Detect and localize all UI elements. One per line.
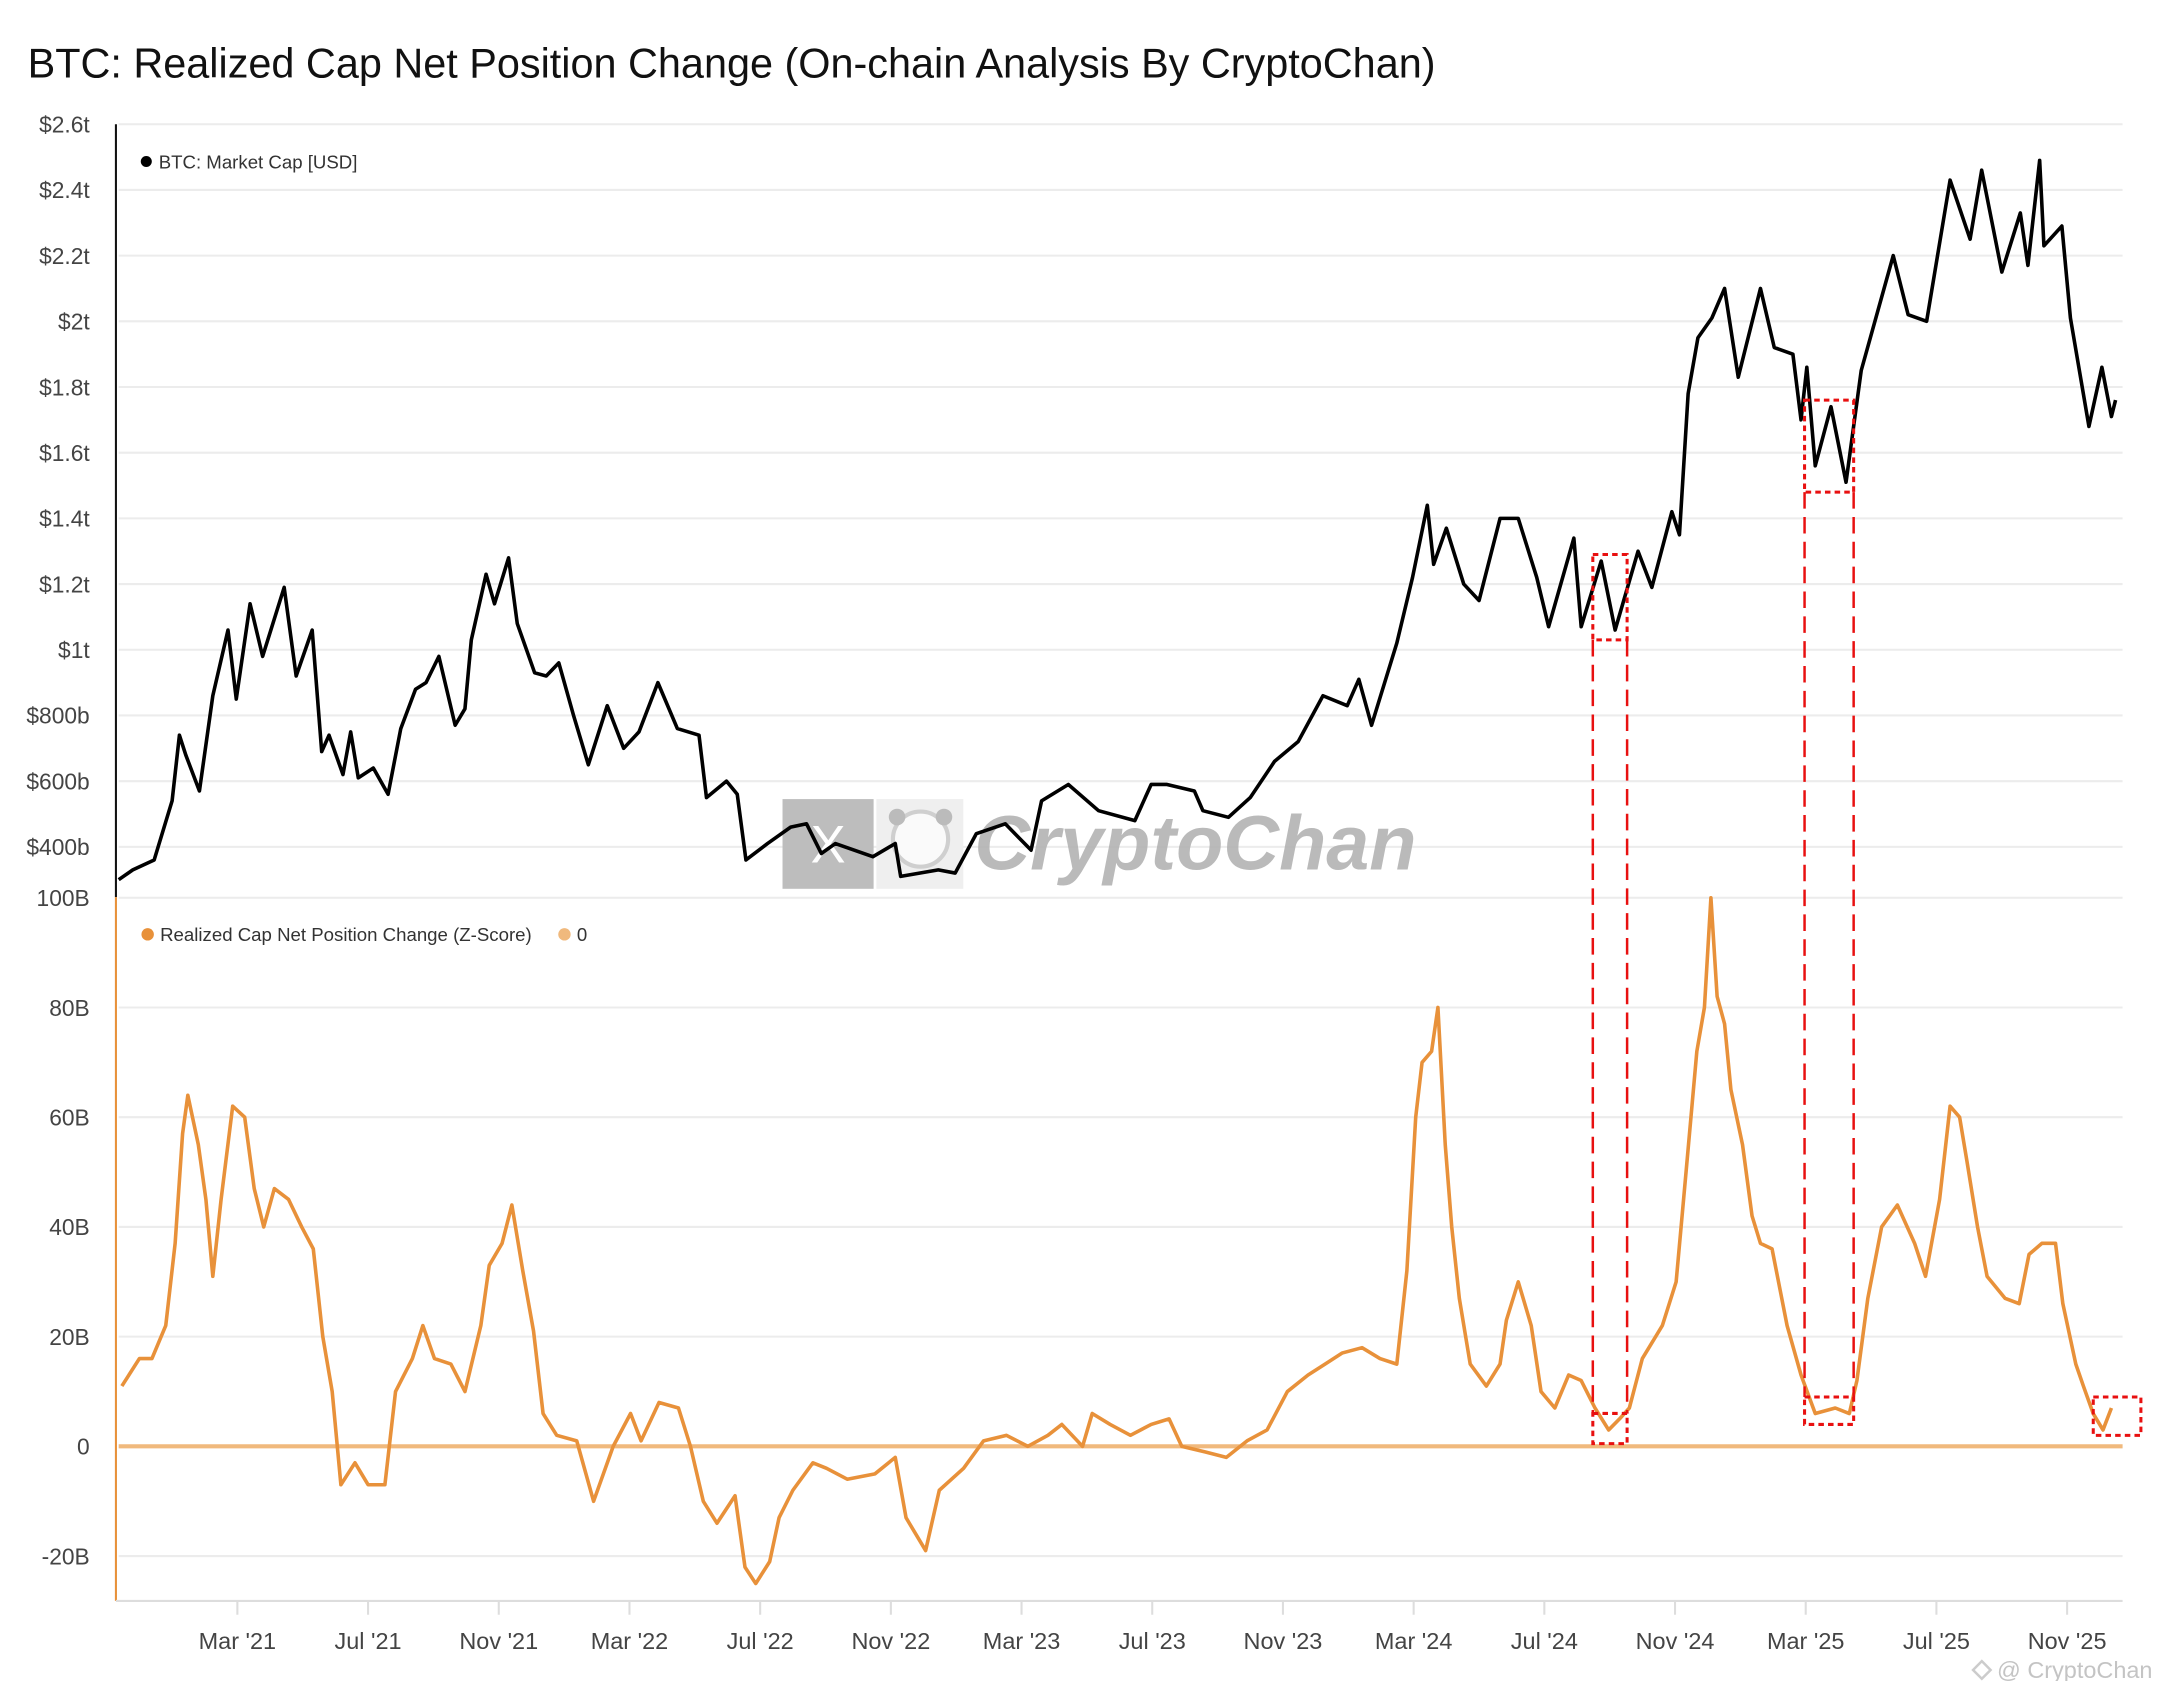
- highlight-box-bottom: [2091, 1395, 2143, 1437]
- y-tick-label: $1.6t: [39, 440, 90, 466]
- x-tick-label: Jul '25: [1903, 1628, 1970, 1654]
- y-tick-label: 80B: [49, 995, 90, 1021]
- panda-avatar-icon: [890, 809, 951, 869]
- market-cap-line: [117, 158, 2118, 882]
- y-tick-label: $2t: [58, 309, 90, 335]
- y-tick-label: $1.2t: [39, 571, 90, 597]
- footer-handle: @ CryptoChan: [1997, 1657, 2152, 1681]
- x-tick-label: Jul '23: [1119, 1628, 1186, 1654]
- x-tick-label: Nov '23: [1244, 1628, 1323, 1654]
- footer-watermark: @ CryptoChan: [1971, 1657, 2152, 1681]
- highlight-annotations: [1591, 398, 2143, 1446]
- legend-marker-market-cap: [140, 155, 152, 168]
- y-tick-label: 100B: [37, 885, 90, 911]
- x-tick-label: Nov '21: [459, 1628, 538, 1654]
- x-tick-label: Mar '23: [983, 1628, 1060, 1654]
- y-tick-label: 40B: [49, 1214, 90, 1240]
- y-tick-label: 20B: [49, 1324, 90, 1350]
- y-tick-label: $800b: [26, 703, 89, 729]
- x-axis-ticks: Mar '21 Jul '21 Nov '21 Mar '22 Jul '22 Nov '…: [199, 1600, 2107, 1654]
- highlight-box-top: [1803, 398, 1856, 494]
- highlight-box-top: [1591, 552, 1629, 642]
- top-gridlines: [118, 123, 2123, 848]
- x-tick-label: Jul '24: [1511, 1628, 1578, 1654]
- highlight-box-bottom: [1803, 1395, 1856, 1426]
- y-tick-label: 0: [77, 1434, 90, 1460]
- legend-label-zero[interactable]: 0: [577, 924, 587, 945]
- watermark: X CryptoChan: [782, 799, 1416, 889]
- y-tick-label: $2.4t: [39, 177, 90, 203]
- y-tick-label: 60B: [49, 1104, 90, 1130]
- y-tick-label: $1.4t: [39, 506, 90, 532]
- x-logo-box: [782, 799, 874, 889]
- x-tick-label: Mar '22: [591, 1628, 668, 1654]
- y-tick-label: $2.6t: [39, 112, 90, 138]
- y-tick-label: $600b: [26, 768, 89, 794]
- legend-marker-zscore: [141, 928, 154, 941]
- y-tick-label: -20B: [42, 1543, 90, 1569]
- legend-label-market-cap[interactable]: BTC: Market Cap [USD]: [159, 151, 358, 172]
- binance-square-icon: [1971, 1659, 1993, 1681]
- x-tick-label: Mar '21: [199, 1628, 276, 1654]
- legend-label-zscore[interactable]: Realized Cap Net Position Change (Z-Scor…: [160, 924, 532, 945]
- bottom-gridlines: [118, 896, 2123, 1558]
- y-tick-label: $2.2t: [39, 243, 90, 269]
- top-y-axis-labels: $2.6t $2.4t $2.2t $2t $1.8t $1.6t $1.4t $1.2t $1…: [26, 112, 90, 861]
- x-tick-label: Nov '22: [851, 1628, 930, 1654]
- panda-ear-icon: [935, 808, 953, 826]
- watermark-text: CryptoChan: [974, 800, 1416, 886]
- x-tick-label: Mar '24: [1375, 1628, 1452, 1654]
- zscore-line: [120, 895, 2114, 1586]
- x-tick-label: Jul '22: [727, 1628, 794, 1654]
- highlight-box-bottom: [1591, 1411, 1629, 1446]
- bottom-y-axis-labels: 100B 80B 60B 40B 20B 0 -20B: [37, 885, 90, 1569]
- x-tick-label: Jul '21: [335, 1628, 402, 1654]
- x-tick-label: Mar '25: [1767, 1628, 1844, 1654]
- chart-title: BTC: Realized Cap Net Position Change (O…: [28, 40, 1436, 86]
- panda-ear-icon: [888, 808, 906, 826]
- top-legend: BTC: Market Cap [USD]: [140, 151, 358, 172]
- y-tick-label: $1t: [58, 637, 90, 663]
- legend-marker-zero: [558, 928, 571, 941]
- y-tick-label: $400b: [26, 834, 89, 860]
- bottom-legend: Realized Cap Net Position Change (Z-Scor…: [141, 924, 587, 945]
- x-tick-label: Nov '25: [2028, 1628, 2107, 1654]
- x-tick-label: Nov '24: [1636, 1628, 1715, 1654]
- y-tick-label: $1.8t: [39, 374, 90, 400]
